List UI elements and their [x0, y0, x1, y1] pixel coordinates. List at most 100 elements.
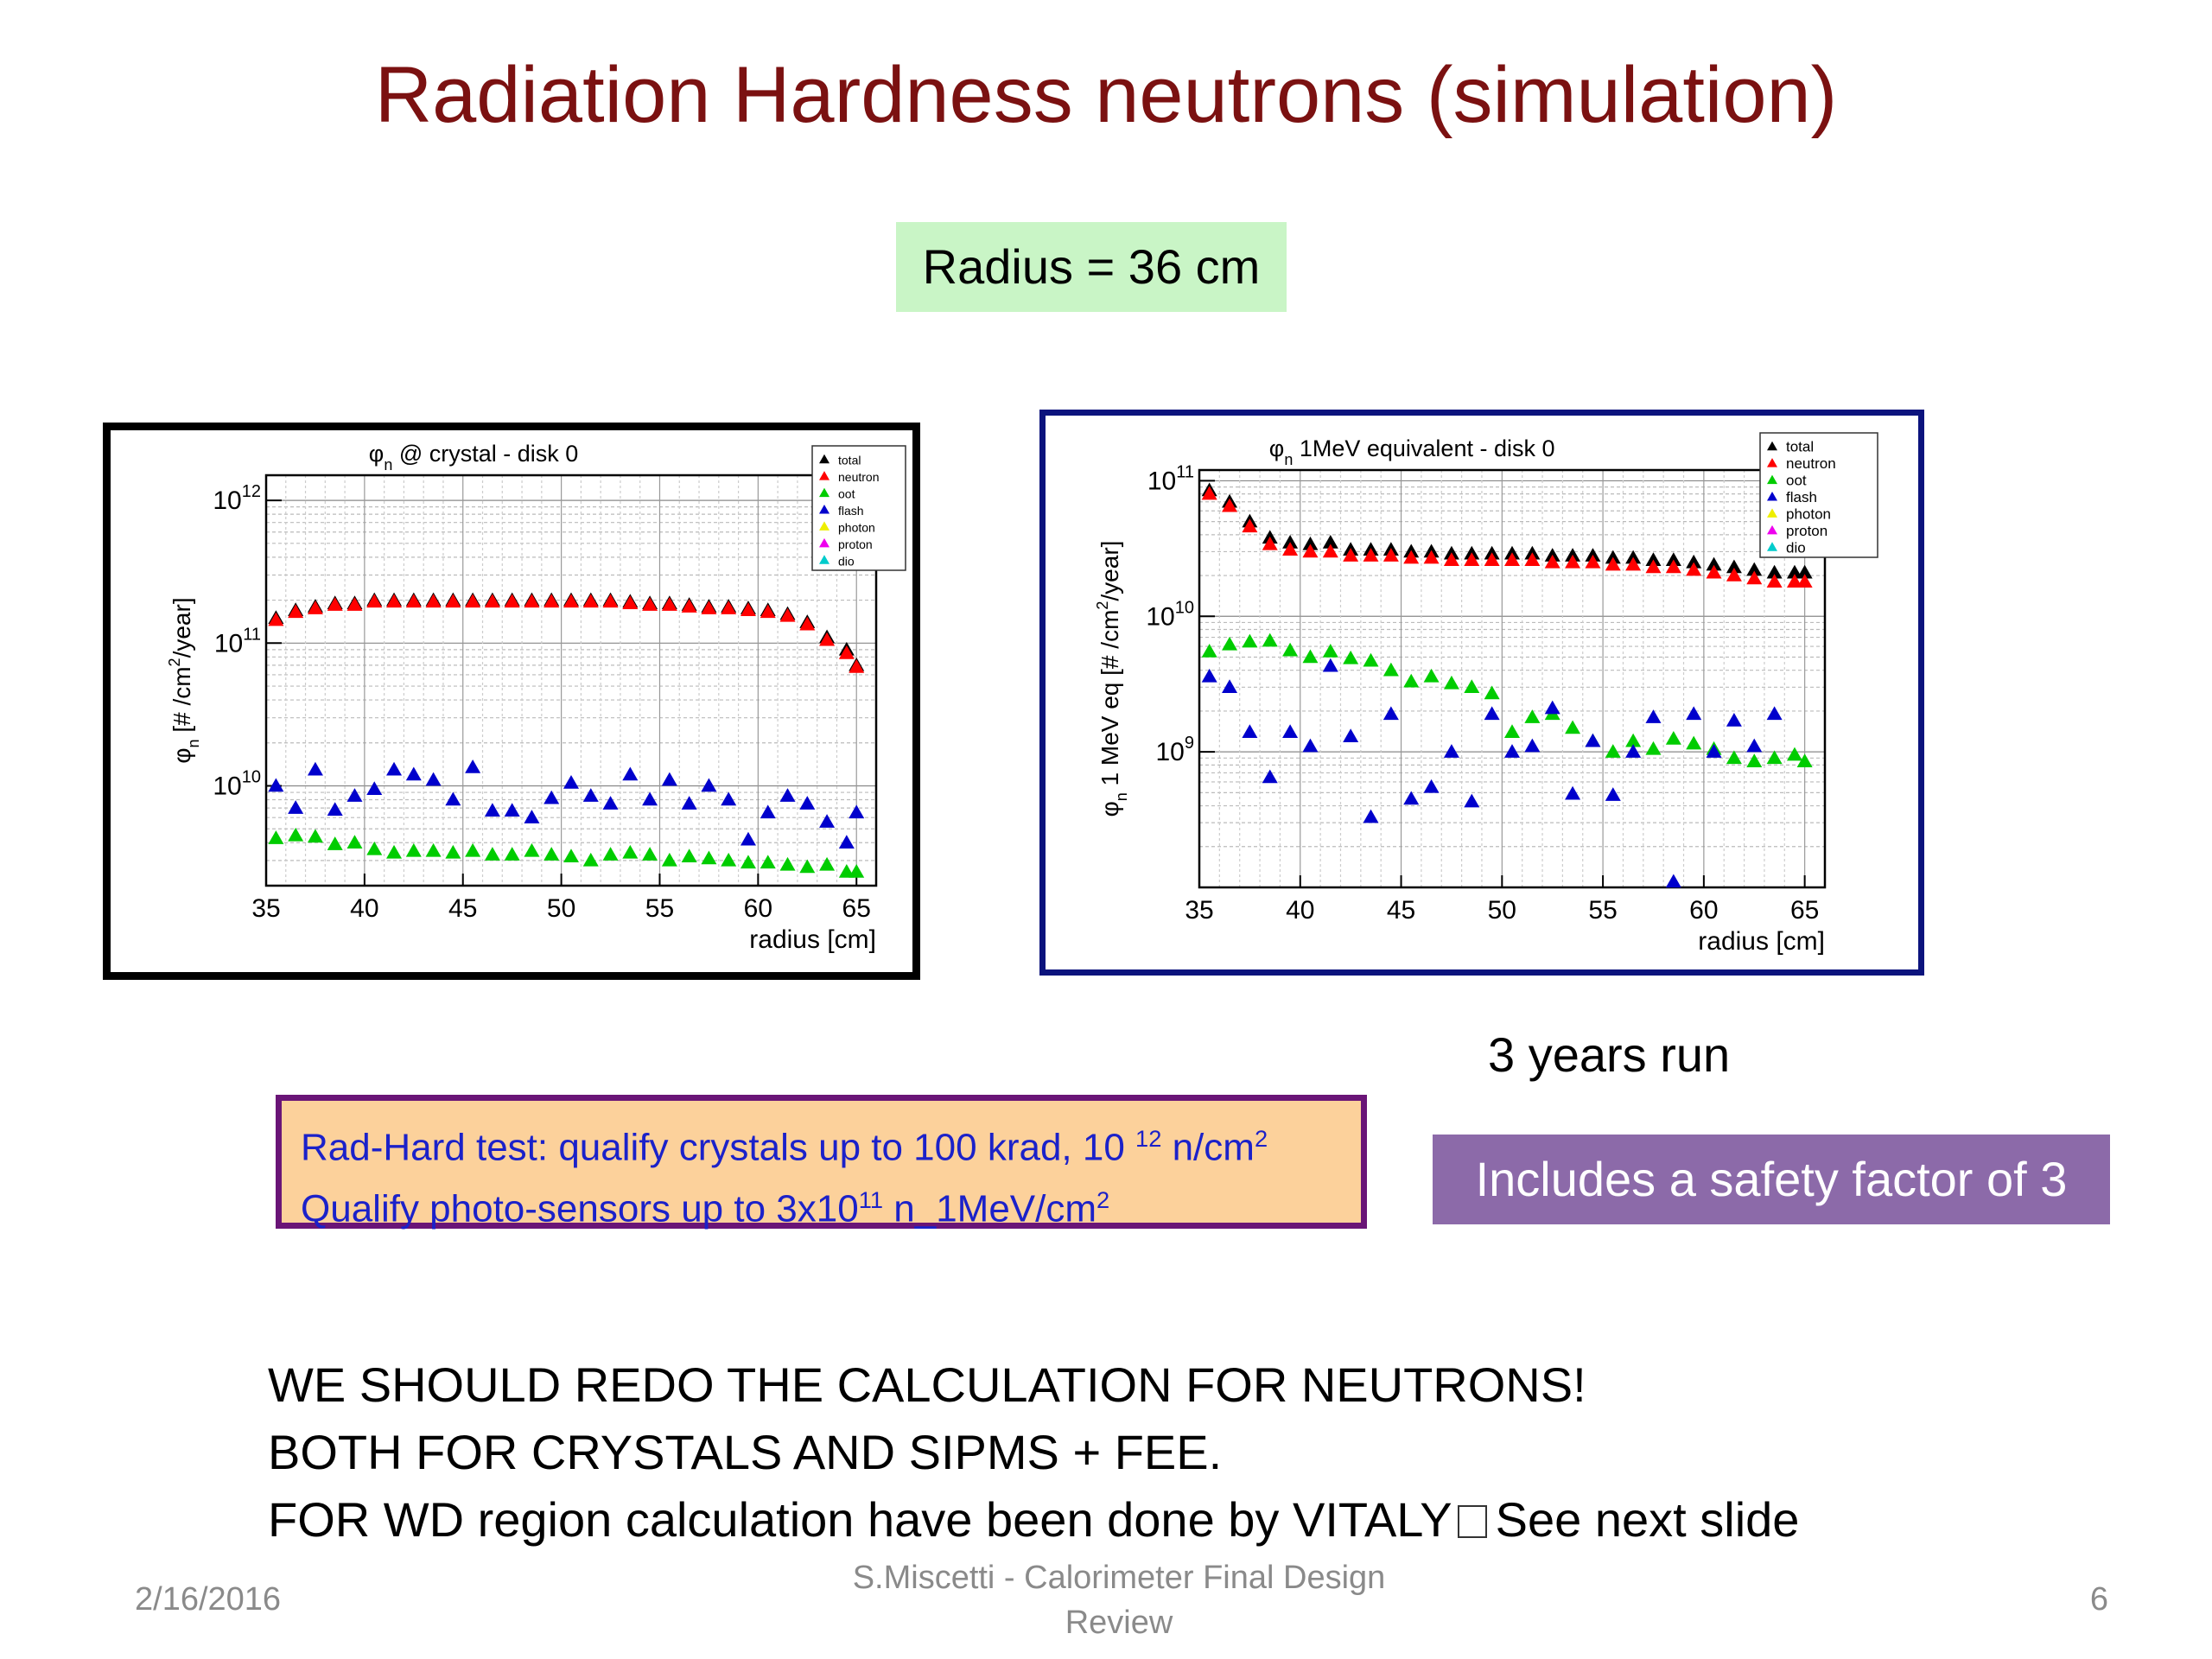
data-point [622, 766, 639, 781]
data-point [1403, 791, 1420, 805]
data-point [838, 835, 855, 849]
data-point [563, 775, 579, 789]
data-point [582, 852, 599, 867]
data-point [622, 595, 639, 610]
x-tick-label: 45 [1387, 896, 1415, 925]
data-point [1322, 658, 1338, 672]
data-point [1645, 559, 1662, 574]
data-point [1796, 753, 1813, 767]
y-tick-label: 1010 [1146, 598, 1194, 631]
footer-page-number: 6 [2089, 1581, 2108, 1618]
data-point [346, 597, 363, 611]
body-line-1: WE SHOULD REDO THE CALCULATION FOR NEUTR… [268, 1357, 1586, 1412]
data-point [622, 844, 639, 859]
data-point [1403, 550, 1420, 564]
square-glyph-icon [1457, 1505, 1487, 1538]
data-point [1222, 679, 1238, 694]
data-point [386, 844, 403, 859]
y-tick-label: 1011 [214, 625, 261, 658]
data-point [1605, 744, 1621, 758]
data-point [1343, 650, 1359, 664]
y-tick-label: 109 [1156, 734, 1195, 766]
data-point [721, 601, 737, 614]
chart-grid [1198, 470, 1826, 888]
legend-marker [819, 537, 830, 548]
data-point [307, 829, 323, 843]
x-tick-label: 60 [744, 894, 772, 923]
series-neutron [268, 594, 865, 673]
data-point [1746, 738, 1763, 753]
data-point [1363, 652, 1379, 667]
data-point [1443, 744, 1459, 758]
y-axis-label: φn [# /cm2/year] [166, 597, 202, 763]
x-tick-label: 40 [1286, 896, 1314, 925]
data-point [838, 645, 855, 659]
chart-title: φn 1MeV equivalent - disk 0 [1269, 435, 1555, 468]
data-point [346, 788, 363, 802]
data-point [1322, 543, 1338, 558]
radhard-line-1-unit: n/cm [1161, 1126, 1255, 1169]
data-point [504, 594, 520, 608]
data-point [288, 827, 304, 842]
data-point [1322, 534, 1338, 549]
data-point [1766, 750, 1783, 765]
legend-marker [819, 521, 830, 531]
data-point [760, 855, 776, 869]
data-point [1645, 741, 1662, 755]
legend-label: oot [1786, 473, 1807, 489]
data-point [849, 863, 865, 878]
data-point [582, 788, 599, 802]
chart-title: φn @ crystal - disk 0 [369, 441, 578, 474]
x-tick-label: 55 [1588, 896, 1617, 925]
data-point [1242, 724, 1258, 738]
data-point [779, 607, 796, 622]
plot-frame [264, 474, 878, 887]
radhard-line-2-exp2: 2 [1096, 1185, 1110, 1213]
legend-label: photon [1786, 505, 1831, 522]
data-point [1665, 874, 1681, 888]
data-point [799, 616, 816, 631]
data-point [1665, 730, 1681, 745]
data-point [1382, 662, 1399, 677]
data-point [268, 830, 284, 844]
data-point [1363, 548, 1379, 562]
legend: total neutron oot flash photon proton dio [811, 445, 906, 571]
data-point [1302, 536, 1319, 550]
data-point [838, 863, 855, 878]
legend-marker [1767, 508, 1777, 518]
x-tick-label: 50 [1488, 896, 1516, 925]
plot-frame [1198, 468, 1827, 889]
data-point [543, 790, 560, 804]
data-point [1222, 636, 1238, 651]
data-point [701, 601, 717, 614]
legend-marker [819, 555, 830, 564]
data-point [504, 803, 520, 817]
data-point [1605, 550, 1621, 564]
data-point [1686, 554, 1702, 569]
data-point [681, 599, 697, 613]
data-point [1746, 562, 1763, 576]
data-point [327, 597, 343, 611]
data-point [563, 849, 579, 863]
data-point [849, 804, 865, 819]
data-point [543, 847, 560, 861]
data-point [1686, 735, 1702, 750]
chart-1mev-equivalent: 35 40 45 50 55 60 65 1011 1010 109 φn 1MeV equival… [1094, 432, 1878, 956]
data-point [1726, 568, 1742, 582]
data-point [1706, 564, 1722, 579]
legend-marker [1767, 524, 1777, 535]
data-point [1766, 574, 1783, 588]
data-point [288, 800, 304, 814]
legend-label: dio [838, 554, 855, 568]
data-point [1746, 753, 1763, 767]
data-point [366, 781, 383, 795]
data-point [327, 836, 343, 850]
data-point [1262, 769, 1278, 784]
data-point [445, 594, 461, 608]
data-point [1605, 787, 1621, 801]
data-point [1423, 779, 1440, 793]
data-point [661, 772, 677, 786]
legend-label: dio [1786, 539, 1806, 556]
data-point [1665, 552, 1681, 566]
legend-marker [1767, 441, 1777, 451]
